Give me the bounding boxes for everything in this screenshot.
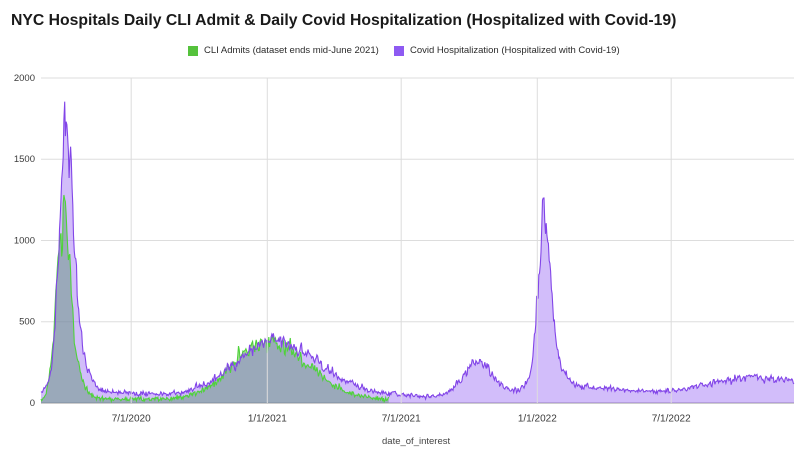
svg-text:1/1/2021: 1/1/2021 <box>248 414 287 425</box>
svg-text:7/1/2021: 7/1/2021 <box>382 414 421 425</box>
svg-text:1500: 1500 <box>14 154 35 165</box>
svg-text:1000: 1000 <box>14 235 35 246</box>
svg-text:1/1/2022: 1/1/2022 <box>518 414 557 425</box>
svg-text:500: 500 <box>19 317 35 328</box>
svg-text:7/1/2022: 7/1/2022 <box>652 414 691 425</box>
svg-text:2000: 2000 <box>14 73 35 84</box>
svg-text:7/1/2020: 7/1/2020 <box>112 414 151 425</box>
svg-text:0: 0 <box>30 398 35 409</box>
